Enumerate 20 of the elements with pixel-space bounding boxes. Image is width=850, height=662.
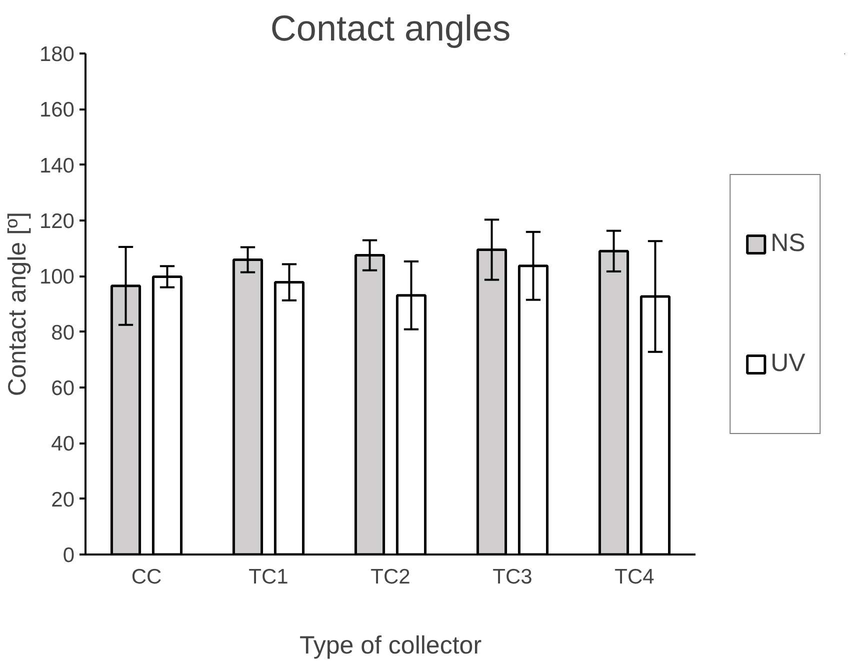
y-tick-label: 40 — [51, 432, 74, 456]
legend-label: NS — [770, 228, 806, 259]
x-tick-label: CC — [131, 566, 162, 588]
x-axis-title: Type of collector — [299, 632, 482, 660]
x-tick-label: TC3 — [492, 566, 532, 588]
y-tick-label: 80 — [51, 321, 74, 344]
y-tick-label: 180 — [39, 43, 75, 66]
y-axis-title: Contact angle [º] — [3, 212, 32, 396]
y-tick-label: 20 — [51, 488, 74, 512]
y-tick-label: 120 — [39, 210, 75, 233]
y-tick-label: 160 — [39, 98, 75, 122]
y-tick-label: 140 — [39, 154, 75, 178]
chart-title: Contact angles — [270, 8, 511, 48]
x-tick-label: TC1 — [248, 566, 288, 588]
x-tick-label: TC4 — [614, 566, 655, 588]
x-tick-label: TC2 — [370, 566, 410, 588]
legend-label: UV — [770, 348, 806, 379]
y-tick-label: 0 — [62, 544, 75, 567]
y-tick-label: 100 — [39, 266, 75, 289]
y-tick-label: 60 — [51, 377, 74, 400]
